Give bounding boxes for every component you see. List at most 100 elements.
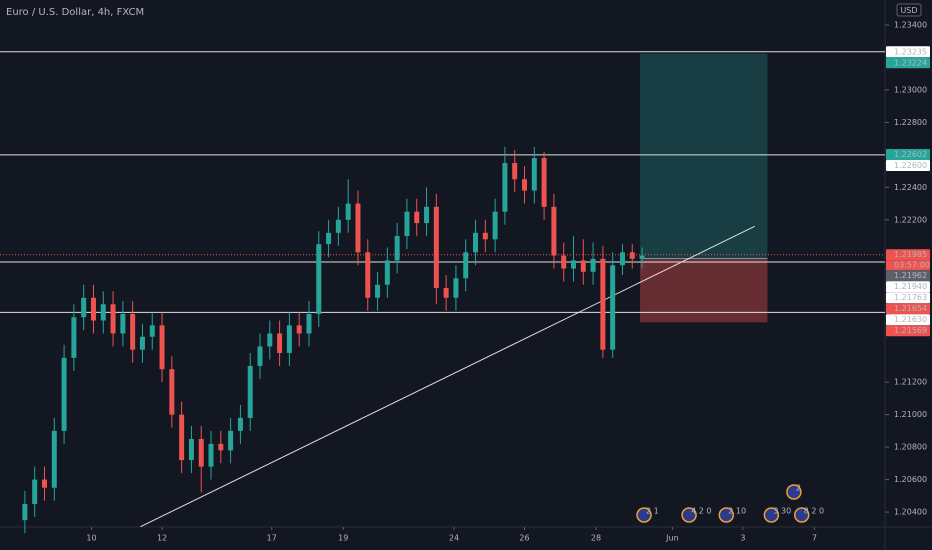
candle-body <box>590 258 596 272</box>
price-badge-label: 1.22600 <box>894 161 927 170</box>
candle-body <box>90 297 96 321</box>
candle-body <box>629 252 635 259</box>
event-icon <box>718 507 735 523</box>
event-count[interactable]: 3 30 <box>773 507 791 516</box>
price-badge-label: 1.21763 <box>894 293 927 302</box>
x-tick-label: 28 <box>591 534 601 543</box>
candle-body <box>384 260 390 285</box>
candle-body <box>100 304 106 321</box>
event-count[interactable]: 4 2 0 <box>691 507 711 516</box>
candle-body <box>414 211 420 224</box>
y-tick-label: 1.21000 <box>894 410 927 419</box>
candle-body <box>443 288 449 298</box>
candle-body <box>159 325 165 370</box>
candle-body <box>267 333 273 347</box>
x-tick-label: 12 <box>157 534 167 543</box>
candle-body <box>32 479 38 504</box>
candle-body <box>228 430 234 451</box>
candle-body <box>570 260 576 269</box>
candle-body <box>188 439 194 461</box>
price-badge-label: 1.21985 <box>894 250 927 259</box>
event-count[interactable]: 2 <box>796 484 801 493</box>
candle-body <box>257 346 263 366</box>
candle-body <box>179 414 185 461</box>
price-badge <box>886 292 930 304</box>
countdown: 03:57:00 <box>894 261 930 270</box>
y-tick-label: 1.22200 <box>894 215 927 224</box>
candle-body <box>61 357 67 431</box>
price-badge-label: 1.21940 <box>894 282 927 291</box>
event-count[interactable]: 2 1 <box>646 507 659 516</box>
candle-body <box>237 417 243 431</box>
candle-body <box>561 255 567 269</box>
candle-body <box>218 443 224 451</box>
trendline <box>140 225 755 528</box>
currency-box[interactable] <box>896 3 922 17</box>
price-badge-label: 1.21569 <box>894 326 927 335</box>
price-badge <box>886 149 930 161</box>
y-tick-label: 1.22400 <box>894 183 927 192</box>
event-icon <box>763 507 780 523</box>
x-tick-label: 19 <box>338 534 348 543</box>
candle-body <box>639 255 645 259</box>
candle-body <box>619 252 625 266</box>
price-badge <box>886 270 930 282</box>
candle-body <box>326 232 332 245</box>
candle-body <box>345 203 351 220</box>
candle-body <box>247 365 253 418</box>
candle-body <box>335 219 341 233</box>
candle-body <box>120 313 126 334</box>
y-tick-label: 1.20600 <box>894 475 927 484</box>
candle-body <box>541 158 547 207</box>
candle-body <box>41 479 47 488</box>
candle-body <box>522 179 528 191</box>
price-badge <box>886 281 930 293</box>
candle-body <box>600 258 606 350</box>
candle-body <box>473 232 479 253</box>
candle-body <box>453 278 459 298</box>
price-badge-label: 1.23224 <box>894 58 927 67</box>
currency[interactable]: USD <box>900 6 917 15</box>
price-badge <box>886 46 930 58</box>
price-badge-label: 1.21962 <box>894 271 927 280</box>
candle-body <box>316 244 322 314</box>
candle-body <box>169 369 175 415</box>
event-count[interactable]: 8 2 0 <box>804 507 824 516</box>
price-badge-label: 1.21630 <box>894 315 927 324</box>
event-count[interactable]: 2 10 <box>728 507 746 516</box>
x-tick-label: 17 <box>267 534 277 543</box>
x-tick-label: 7 <box>812 534 817 543</box>
x-tick-label: 10 <box>86 534 96 543</box>
candle-body <box>551 206 557 256</box>
price-badge <box>886 303 930 315</box>
x-tick-label: 26 <box>519 534 529 543</box>
price-badge-label: 1.21654 <box>894 304 927 313</box>
event-icon <box>681 507 697 523</box>
candle-body <box>355 203 361 253</box>
x-tick-label: 3 <box>740 534 745 543</box>
candle-body <box>51 430 57 488</box>
y-tick-label: 1.21200 <box>894 378 927 387</box>
candle-body <box>149 325 155 337</box>
y-tick-label: 1.23000 <box>894 85 927 94</box>
candle-body <box>463 252 469 279</box>
event-icon <box>786 484 802 500</box>
candle-body <box>198 439 204 467</box>
y-tick-label: 1.20400 <box>894 508 927 517</box>
price-badge-label: 1.23235 <box>894 47 927 56</box>
event-icon <box>793 507 810 523</box>
candle-body <box>482 232 488 240</box>
price-badge <box>886 314 930 326</box>
countdown-badge <box>886 260 930 271</box>
candle-body <box>277 333 283 353</box>
candle-body <box>433 206 439 289</box>
candle-body <box>208 443 214 467</box>
chart-title: Euro / U.S. Dollar, 4h, FXCM <box>6 7 144 18</box>
candle-body <box>531 158 537 191</box>
candle-body <box>22 503 28 521</box>
candle-body <box>424 206 430 224</box>
candle-body <box>492 211 498 240</box>
price-badge-label: 1.22602 <box>894 150 927 159</box>
event-icon <box>636 507 652 523</box>
